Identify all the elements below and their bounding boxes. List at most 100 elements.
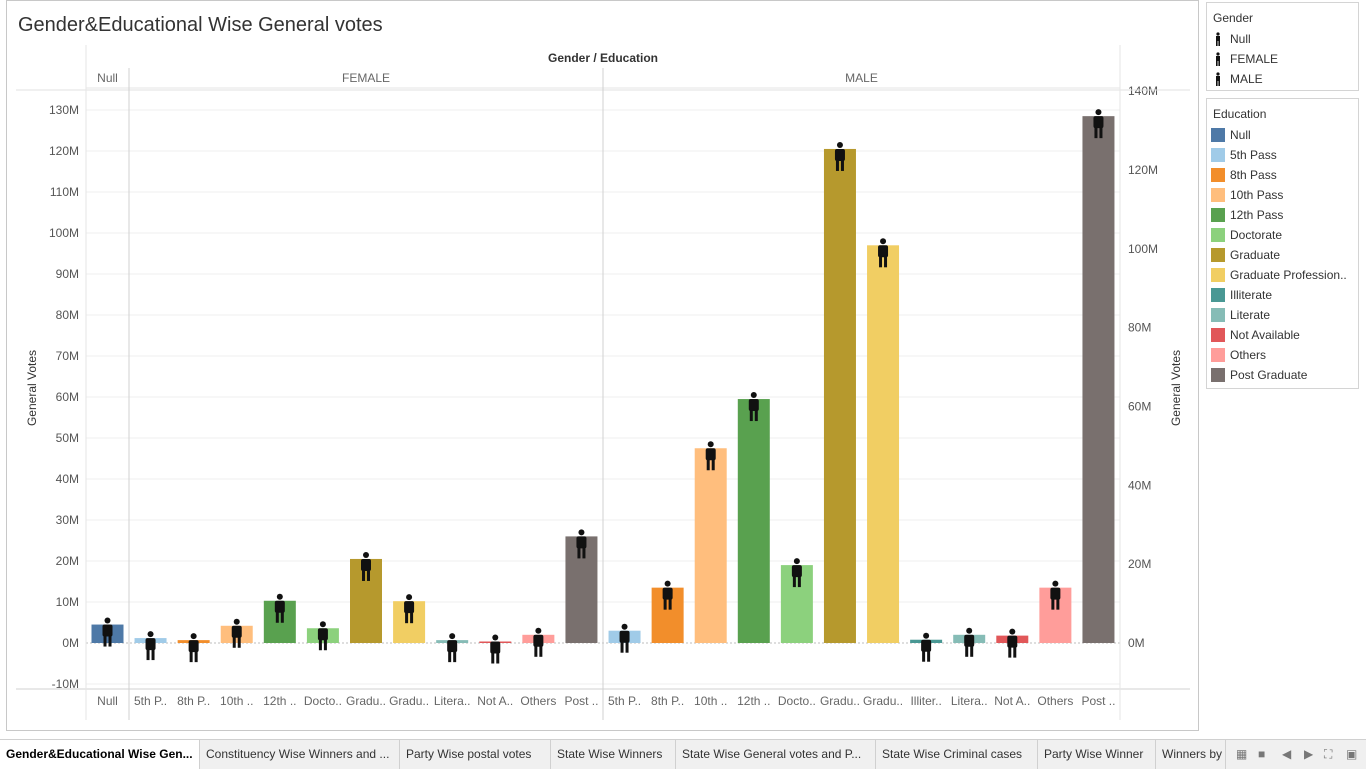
gender-legend-title: Gender (1213, 11, 1254, 25)
education-legend-item[interactable]: Others (1207, 345, 1358, 365)
x-tick-label: Docto.. (778, 694, 816, 708)
x-tick-label: Gradu.. (863, 694, 903, 708)
female-icon (145, 631, 156, 661)
x-tick-label: Post .. (564, 694, 598, 708)
y-right-tick-label: 100M (1128, 242, 1158, 256)
education-legend-item[interactable]: Graduate Profession.. (1207, 265, 1358, 285)
y-tick-label: 60M (56, 390, 79, 404)
y-axis-title-right: General Votes (1169, 350, 1183, 426)
y-right-tick-label: 40M (1128, 478, 1151, 492)
y-tick-label: 90M (56, 267, 79, 281)
bar-chart: Gender / Education -10M 0M 10M 20M 30M 40M 50M 6… (16, 45, 1190, 720)
legend-label: Null (1230, 128, 1251, 142)
female-icon (576, 529, 587, 559)
y-right-tick-label: 120M (1128, 163, 1158, 177)
education-legend-item[interactable]: 8th Pass (1207, 165, 1358, 185)
education-legend-item[interactable]: 5th Pass (1207, 145, 1358, 165)
sheet-tab[interactable]: Party Wise Winner (1038, 740, 1156, 769)
education-legend-item[interactable]: Literate (1207, 305, 1358, 325)
person-icon (1216, 32, 1220, 46)
x-tick-label: 5th P.. (134, 694, 167, 708)
x-tick-label: 5th P.. (608, 694, 641, 708)
male-icon (1216, 72, 1220, 86)
x-tick-label: Litera.. (951, 694, 988, 708)
x-tick-label: 10th .. (220, 694, 253, 708)
x-tick-label: Not A.. (994, 694, 1030, 708)
y-tick-label: 110M (50, 185, 79, 199)
education-legend-item[interactable]: Not Available (1207, 325, 1358, 345)
female-icon (1216, 52, 1220, 66)
education-legend-item[interactable]: 12th Pass (1207, 205, 1358, 225)
legend-label: Literate (1230, 308, 1271, 322)
female-icon (317, 621, 328, 651)
y-right-tick-label: 140M (1128, 84, 1158, 98)
legend-swatch (1211, 148, 1225, 162)
x-tick-label: Gradu.. (389, 694, 429, 708)
legend-swatch (1211, 168, 1225, 182)
x-tick-label: Null (97, 694, 118, 708)
male-icon (878, 238, 889, 268)
legend-label: Illiterate (1230, 288, 1273, 302)
education-legend-item[interactable]: Null (1207, 125, 1358, 145)
legend-label: Post Graduate (1230, 368, 1308, 382)
sheet-tab[interactable]: State Wise Winners (551, 740, 676, 769)
education-legend-item[interactable]: Doctorate (1207, 225, 1358, 245)
presentation-icon[interactable]: ▣ (1346, 747, 1358, 761)
legend-swatch (1211, 188, 1225, 202)
x-tick-label: Others (520, 694, 556, 708)
male-icon (705, 441, 716, 471)
sheet-tab[interactable]: Party Wise postal votes (400, 740, 551, 769)
y-tick-label: 0M (62, 636, 79, 650)
column-header: Gender / Education (548, 51, 658, 65)
y-tick-label: 50M (56, 431, 79, 445)
person-icon (102, 617, 113, 647)
male-icon (748, 392, 759, 422)
prev-sheet-icon[interactable]: ◀ (1282, 747, 1292, 761)
y-tick-label: 10M (56, 595, 79, 609)
y-tick-label: 40M (56, 472, 79, 486)
legend-label: Graduate (1230, 248, 1281, 262)
education-legend-item[interactable]: Illiterate (1207, 285, 1358, 305)
sheet-tab-bar: Gender&Educational Wise Gen... Constituen… (0, 739, 1366, 769)
legend-label: 10th Pass (1230, 188, 1284, 202)
y-right-tick-label: 20M (1128, 557, 1151, 571)
education-legend-item[interactable]: Post Graduate (1207, 365, 1358, 385)
sheet-tab[interactable]: Winners by (1156, 740, 1226, 769)
legend-label: Doctorate (1230, 228, 1283, 242)
education-legend-item[interactable]: Graduate (1207, 245, 1358, 265)
legend-swatch (1211, 368, 1225, 382)
page-title: Gender&Educational Wise General votes (18, 14, 383, 36)
y-tick-label: 20M (56, 554, 79, 568)
x-tick-label: Post .. (1081, 694, 1115, 708)
y-tick-label: 130M (49, 103, 79, 117)
legend-swatch (1211, 308, 1225, 322)
bar (565, 536, 598, 643)
gender-legend-item[interactable]: Null (1207, 29, 1358, 49)
x-tick-label: 12th .. (263, 694, 296, 708)
fullscreen-icon[interactable]: ⛶ (1324, 747, 1333, 761)
female-icon (490, 634, 501, 664)
legend-swatch (1211, 288, 1225, 302)
education-legend-item[interactable]: 10th Pass (1207, 185, 1358, 205)
x-tick-label: Others (1037, 694, 1073, 708)
gender-legend-item[interactable]: MALE (1207, 69, 1358, 89)
male-icon (791, 558, 802, 588)
sheet-tab[interactable]: State Wise General votes and P... (676, 740, 876, 769)
female-icon (404, 594, 415, 624)
sheet-tab[interactable]: State Wise Criminal cases (876, 740, 1038, 769)
male-icon (834, 141, 845, 171)
legend-swatch (1211, 328, 1225, 342)
single-view-icon[interactable]: ■ (1258, 747, 1266, 761)
gender-legend-item[interactable]: FEMALE (1207, 49, 1358, 69)
male-icon (1007, 628, 1018, 658)
female-icon (361, 551, 371, 581)
sheet-tab[interactable]: Gender&Educational Wise Gen... (0, 740, 200, 769)
grid-view-icon[interactable]: ▦ (1236, 747, 1248, 761)
x-tick-label: Docto.. (304, 694, 342, 708)
male-icon (921, 632, 932, 662)
y-right-tick-label: 0M (1128, 636, 1145, 650)
legend-label: Not Available (1230, 328, 1300, 342)
sheet-tab[interactable]: Constituency Wise Winners and ... (200, 740, 400, 769)
legend-swatch (1211, 128, 1225, 142)
next-sheet-icon[interactable]: ▶ (1304, 747, 1314, 761)
